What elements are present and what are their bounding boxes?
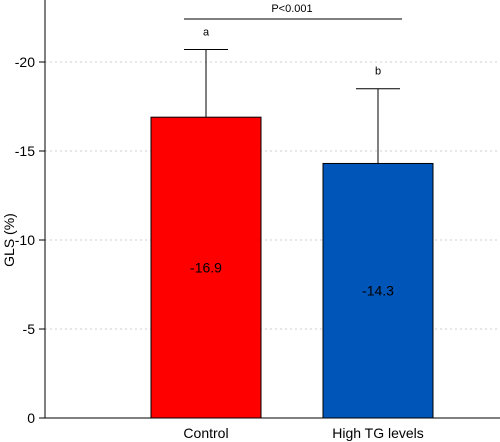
bar-2 <box>322 162 434 419</box>
y-tick-label: -15 <box>15 143 35 159</box>
y-tick-label: 0 <box>27 410 35 426</box>
value-labels: -16.9 -14.3 <box>190 260 394 299</box>
y-ticks: 0 -5 -10 -15 -20 <box>15 54 45 426</box>
category-labels: Control High TG levels <box>183 425 423 441</box>
bar-value-label: -16.9 <box>190 260 222 276</box>
y-tick-label: -20 <box>15 54 35 70</box>
gridlines <box>45 61 500 330</box>
group-letter: a <box>203 27 210 39</box>
y-axis-title: GLS (%) <box>1 213 17 267</box>
y-tick-label: -5 <box>23 321 36 337</box>
y-tick-label: -10 <box>15 232 35 248</box>
significance-label: P<0.001 <box>271 3 312 15</box>
group-letters: ab <box>203 27 381 78</box>
category-label: Control <box>183 425 228 441</box>
category-label: High TG levels <box>332 425 424 441</box>
bar-value-label: -14.3 <box>362 283 394 299</box>
group-letter: b <box>375 66 381 78</box>
error-bars <box>184 49 400 164</box>
